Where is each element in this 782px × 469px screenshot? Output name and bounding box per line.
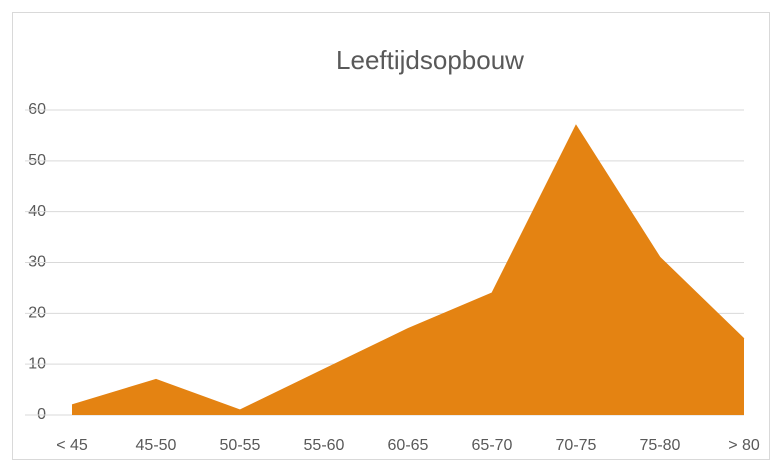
x-tick-label: 45-50: [136, 437, 177, 454]
x-tick-label: < 45: [56, 437, 88, 454]
x-tick-label: 70-75: [556, 437, 597, 454]
area-fill: [72, 125, 744, 415]
chart-title: Leeftijdsopbouw: [336, 45, 524, 75]
x-tick-label: 65-70: [472, 437, 513, 454]
x-tick-label: 60-65: [388, 437, 429, 454]
x-tick-label: > 80: [728, 437, 760, 454]
x-tick-label: 75-80: [640, 437, 681, 454]
x-tick-label: 50-55: [220, 437, 261, 454]
area-line: [71, 124, 745, 411]
x-tick-label: 55-60: [304, 437, 345, 454]
